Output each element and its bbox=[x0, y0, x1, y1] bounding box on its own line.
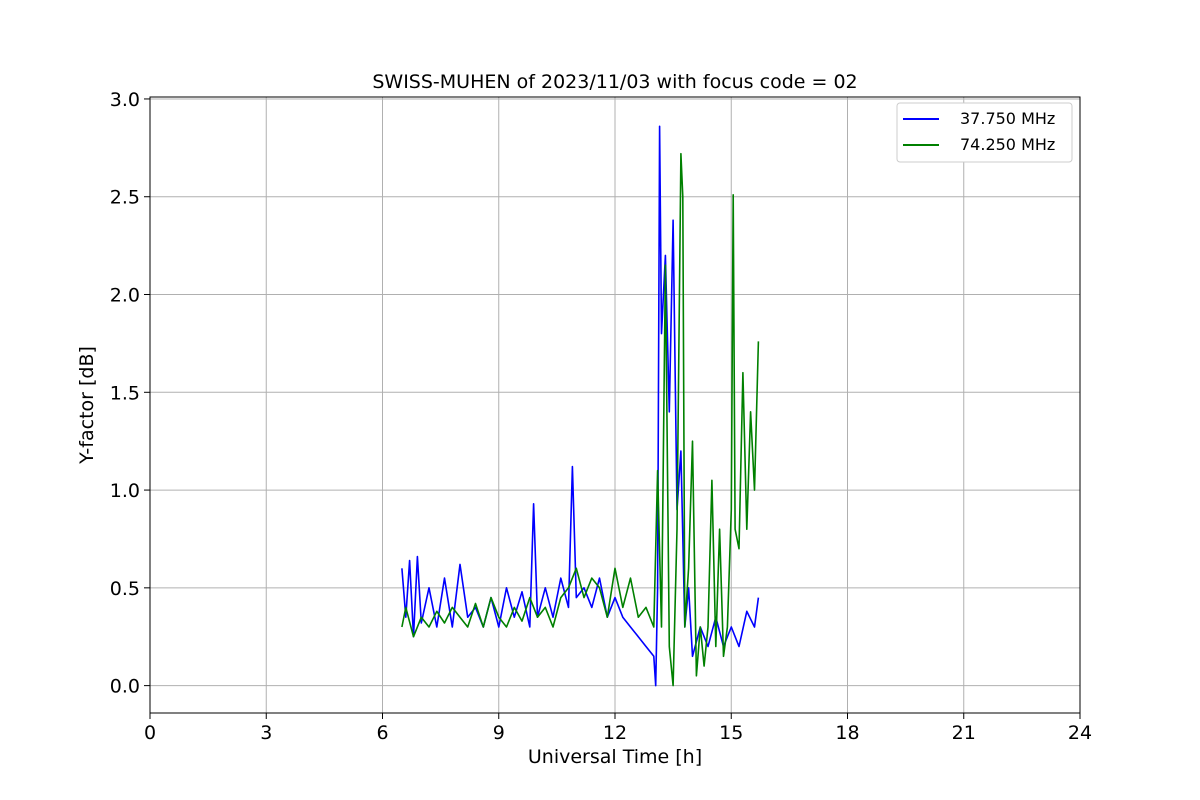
x-tick-label: 24 bbox=[1068, 722, 1092, 744]
y-tick-label: 0.5 bbox=[110, 578, 140, 600]
series-line-74-250-mhz bbox=[401, 152, 760, 687]
x-tick-label: 9 bbox=[493, 722, 505, 744]
y-axis-ticks: 0.0 0.5 1.0 1.5 2.0 2.5 3.0 bbox=[110, 89, 150, 698]
x-tick-label: 3 bbox=[260, 722, 272, 744]
x-axis-ticks: 0 3 6 9 12 15 18 21 24 bbox=[144, 713, 1092, 744]
legend-label-37750: 37.750 MHz bbox=[960, 109, 1055, 128]
x-tick-label: 0 bbox=[144, 722, 156, 744]
x-tick-label: 6 bbox=[376, 722, 388, 744]
x-tick-label: 15 bbox=[719, 722, 743, 744]
x-axis-label: Universal Time [h] bbox=[528, 746, 702, 768]
y-tick-label: 2.5 bbox=[110, 187, 140, 209]
y-tick-label: 0.0 bbox=[110, 676, 140, 698]
y-tick-label: 1.5 bbox=[110, 382, 140, 404]
x-tick-label: 12 bbox=[603, 722, 627, 744]
series-line-37-750-mhz bbox=[401, 125, 760, 687]
y-axis-label: Y-factor [dB] bbox=[76, 346, 98, 465]
y-tick-label: 2.0 bbox=[110, 285, 140, 307]
plot-series bbox=[401, 125, 760, 687]
legend-label-74250: 74.250 MHz bbox=[960, 135, 1055, 154]
legend-box bbox=[896, 102, 1073, 163]
x-tick-label: 18 bbox=[835, 722, 859, 744]
x-tick-label: 21 bbox=[952, 722, 976, 744]
chart-title: SWISS-MUHEN of 2023/11/03 with focus cod… bbox=[372, 71, 857, 93]
y-tick-label: 3.0 bbox=[110, 89, 140, 111]
legend: 37.750 MHz 74.250 MHz bbox=[896, 102, 1073, 163]
y-tick-label: 1.0 bbox=[110, 480, 140, 502]
